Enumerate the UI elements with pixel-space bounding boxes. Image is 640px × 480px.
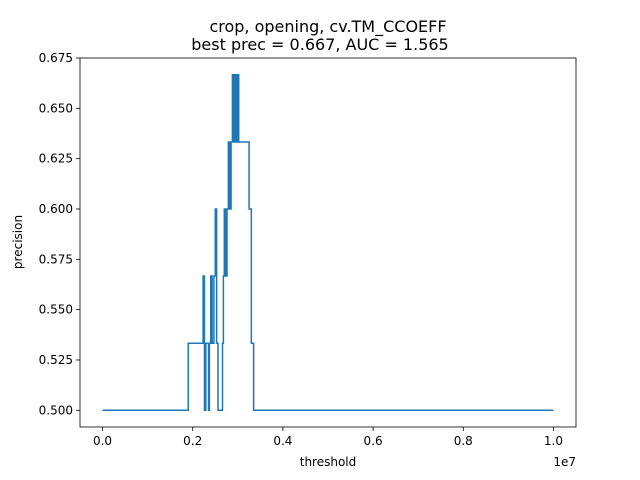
y-tick-label: 0.650 <box>39 101 73 115</box>
y-axis-label: precision <box>11 215 25 269</box>
y-tick-label: 0.675 <box>39 51 73 65</box>
y-tick-label: 0.550 <box>39 303 73 317</box>
x-tick-label: 1.0 <box>544 434 563 448</box>
chart-subtitle: best prec = 0.667, AUC = 1.565 <box>191 35 448 54</box>
x-axis-label: threshold <box>300 455 357 469</box>
y-tick-label: 0.575 <box>39 252 73 266</box>
chart-title: crop, opening, cv.TM_CCOEFF <box>209 17 446 37</box>
x-tick-label: 0.0 <box>93 434 112 448</box>
y-tick-label: 0.500 <box>39 403 73 417</box>
y-tick-label: 0.600 <box>39 202 73 216</box>
x-tick-label: 0.2 <box>183 434 202 448</box>
plot-area <box>102 73 554 412</box>
y-tick-label: 0.525 <box>39 353 73 367</box>
y-tick-label: 0.625 <box>39 152 73 166</box>
y-axis: 0.500 0.525 0.550 0.575 0.600 0.625 0.650 0.675 <box>39 51 80 417</box>
axes-frame <box>79 57 577 428</box>
x-tick-label: 0.4 <box>273 434 292 448</box>
precision-series-line <box>102 73 554 412</box>
x-axis: 0.0 0.2 0.4 0.6 0.8 1.0 <box>93 427 563 448</box>
x-tick-label: 0.8 <box>454 434 473 448</box>
x-offset-label: 1e7 <box>553 455 576 469</box>
x-tick-label: 0.6 <box>364 434 383 448</box>
